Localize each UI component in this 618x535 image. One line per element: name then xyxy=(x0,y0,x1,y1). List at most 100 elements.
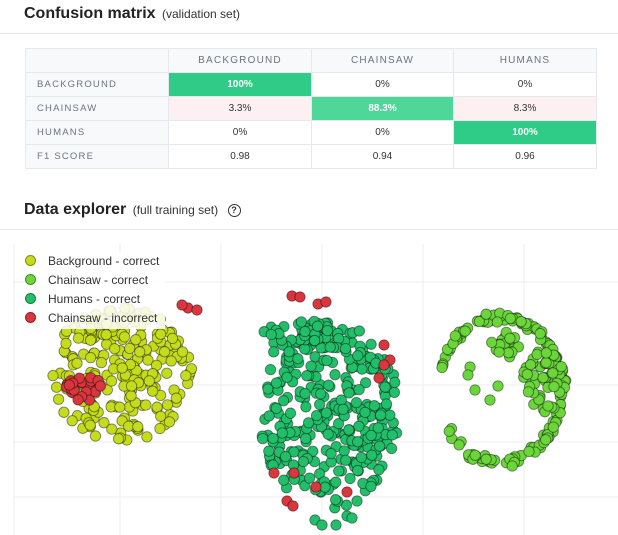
scatter-point-chainsaw-incorrect[interactable] xyxy=(94,380,107,392)
scatter-point-humans-correct[interactable] xyxy=(332,417,345,430)
scatter-point-humans-correct[interactable] xyxy=(353,325,366,337)
scatter-point-humans-correct[interactable] xyxy=(329,494,342,506)
scatter-point-background-correct[interactable] xyxy=(170,392,182,404)
scatter-point-humans-correct[interactable] xyxy=(308,334,321,347)
scatter-point-background-correct[interactable] xyxy=(72,332,85,344)
scatter-point-chainsaw-correct[interactable] xyxy=(493,346,505,358)
scatter-point-chainsaw-correct[interactable] xyxy=(473,315,486,328)
scatter-point-background-correct[interactable] xyxy=(166,332,179,345)
scatter-point-chainsaw-correct[interactable] xyxy=(534,327,546,340)
scatter-point-humans-correct[interactable] xyxy=(333,465,345,477)
scatter-point-background-correct[interactable] xyxy=(140,399,152,411)
scatter-point-background-correct[interactable] xyxy=(141,431,153,443)
scatter-point-background-correct[interactable] xyxy=(143,375,155,387)
scatter-point-background-correct[interactable] xyxy=(47,369,59,382)
scatter-point-chainsaw-correct[interactable] xyxy=(436,361,448,374)
scatter-point-chainsaw-correct[interactable] xyxy=(540,357,552,369)
scatter-point-humans-correct[interactable] xyxy=(385,442,398,455)
scatter-point-humans-correct[interactable] xyxy=(374,409,387,421)
scatter-point-background-correct[interactable] xyxy=(89,430,102,442)
scatter-point-humans-correct[interactable] xyxy=(372,422,384,434)
scatter-point-humans-correct[interactable] xyxy=(346,512,358,524)
scatter-point-humans-correct[interactable] xyxy=(343,387,355,399)
scatter-point-humans-correct[interactable] xyxy=(359,406,371,419)
scatter-point-humans-correct[interactable] xyxy=(353,420,365,432)
scatter-point-background-correct[interactable] xyxy=(52,393,65,405)
scatter-point-humans-correct[interactable] xyxy=(325,447,337,460)
scatter-point-background-correct[interactable] xyxy=(50,381,63,393)
scatter-point-background-correct[interactable] xyxy=(106,423,118,435)
scatter-point-humans-correct[interactable] xyxy=(373,440,386,452)
scatter-point-chainsaw-incorrect[interactable] xyxy=(176,299,188,311)
scatter-point-humans-correct[interactable] xyxy=(299,480,311,492)
scatter-point-humans-correct[interactable] xyxy=(365,338,377,350)
scatter-point-humans-correct[interactable] xyxy=(270,402,282,415)
scatter-point-humans-correct[interactable] xyxy=(350,396,363,409)
scatter-point-chainsaw-correct[interactable] xyxy=(555,360,567,373)
scatter-point-chainsaw-incorrect[interactable] xyxy=(373,372,385,384)
scatter-point-chainsaw-correct[interactable] xyxy=(522,386,535,398)
scatter-point-background-correct[interactable] xyxy=(158,346,171,358)
scatter-point-chainsaw-incorrect[interactable] xyxy=(320,296,332,308)
scatter-point-chainsaw-correct[interactable] xyxy=(504,332,516,344)
scatter-point-background-correct[interactable] xyxy=(114,401,126,413)
scatter-point-humans-correct[interactable] xyxy=(311,320,324,332)
scatter-point-background-correct[interactable] xyxy=(176,346,189,358)
scatter-point-chainsaw-correct[interactable] xyxy=(480,308,492,320)
scatter-point-background-correct[interactable] xyxy=(105,375,118,387)
scatter-point-chainsaw-correct[interactable] xyxy=(548,380,560,393)
scatter-point-humans-correct[interactable] xyxy=(313,398,326,411)
scatter-point-humans-correct[interactable] xyxy=(303,472,316,484)
scatter-point-humans-correct[interactable] xyxy=(277,395,290,407)
scatter-point-chainsaw-correct[interactable] xyxy=(492,380,504,392)
scatter-point-chainsaw-incorrect[interactable] xyxy=(310,481,322,493)
scatter-point-chainsaw-correct[interactable] xyxy=(547,421,560,433)
scatter-point-chainsaw-correct[interactable] xyxy=(469,449,481,461)
scatter-point-chainsaw-correct[interactable] xyxy=(515,315,527,328)
scatter-point-background-correct[interactable] xyxy=(142,354,154,366)
data-explorer-scatter-plot[interactable] xyxy=(0,230,618,535)
scatter-point-background-correct[interactable] xyxy=(185,363,198,375)
scatter-point-humans-correct[interactable] xyxy=(352,464,364,477)
scatter-point-humans-correct[interactable] xyxy=(384,409,396,421)
scatter-point-humans-correct[interactable] xyxy=(324,341,336,353)
scatter-point-background-correct[interactable] xyxy=(84,351,97,364)
scatter-point-humans-correct[interactable] xyxy=(340,499,353,511)
scatter-point-background-correct[interactable] xyxy=(132,421,144,433)
scatter-point-chainsaw-correct[interactable] xyxy=(449,330,461,342)
scatter-point-chainsaw-correct[interactable] xyxy=(540,347,552,359)
scatter-point-humans-correct[interactable] xyxy=(330,519,342,531)
scatter-point-background-correct[interactable] xyxy=(118,331,131,343)
scatter-point-background-correct[interactable] xyxy=(84,334,97,346)
scatter-point-chainsaw-incorrect[interactable] xyxy=(287,500,299,512)
scatter-point-background-correct[interactable] xyxy=(130,334,142,346)
scatter-point-humans-correct[interactable] xyxy=(279,450,292,463)
scatter-point-humans-correct[interactable] xyxy=(263,410,275,422)
scatter-point-background-correct[interactable] xyxy=(98,417,110,429)
scatter-point-background-correct[interactable] xyxy=(108,343,121,355)
scatter-point-chainsaw-correct[interactable] xyxy=(480,453,492,465)
scatter-point-chainsaw-correct[interactable] xyxy=(502,347,515,359)
scatter-point-humans-correct[interactable] xyxy=(299,325,311,338)
scatter-point-background-correct[interactable] xyxy=(146,385,159,397)
scatter-point-chainsaw-correct[interactable] xyxy=(547,367,559,379)
scatter-point-chainsaw-incorrect[interactable] xyxy=(268,467,280,479)
scatter-point-background-correct[interactable] xyxy=(112,433,125,445)
scatter-point-chainsaw-correct[interactable] xyxy=(491,316,503,328)
scatter-point-chainsaw-correct[interactable] xyxy=(484,394,496,406)
scatter-point-chainsaw-incorrect[interactable] xyxy=(341,486,353,498)
scatter-point-background-correct[interactable] xyxy=(155,410,167,422)
scatter-point-chainsaw-correct[interactable] xyxy=(486,336,498,349)
scatter-point-humans-correct[interactable] xyxy=(351,495,363,507)
scatter-point-background-correct[interactable] xyxy=(116,362,128,374)
scatter-point-background-correct[interactable] xyxy=(95,356,108,369)
scatter-point-humans-correct[interactable] xyxy=(343,424,355,436)
scatter-point-humans-correct[interactable] xyxy=(284,407,297,419)
scatter-point-background-correct[interactable] xyxy=(161,399,174,411)
scatter-point-humans-correct[interactable] xyxy=(297,455,310,468)
scatter-point-chainsaw-correct[interactable] xyxy=(459,325,471,337)
scatter-point-humans-correct[interactable] xyxy=(310,409,323,422)
scatter-point-chainsaw-incorrect[interactable] xyxy=(72,394,84,406)
scatter-point-humans-correct[interactable] xyxy=(365,480,377,493)
scatter-point-chainsaw-incorrect[interactable] xyxy=(191,304,203,316)
